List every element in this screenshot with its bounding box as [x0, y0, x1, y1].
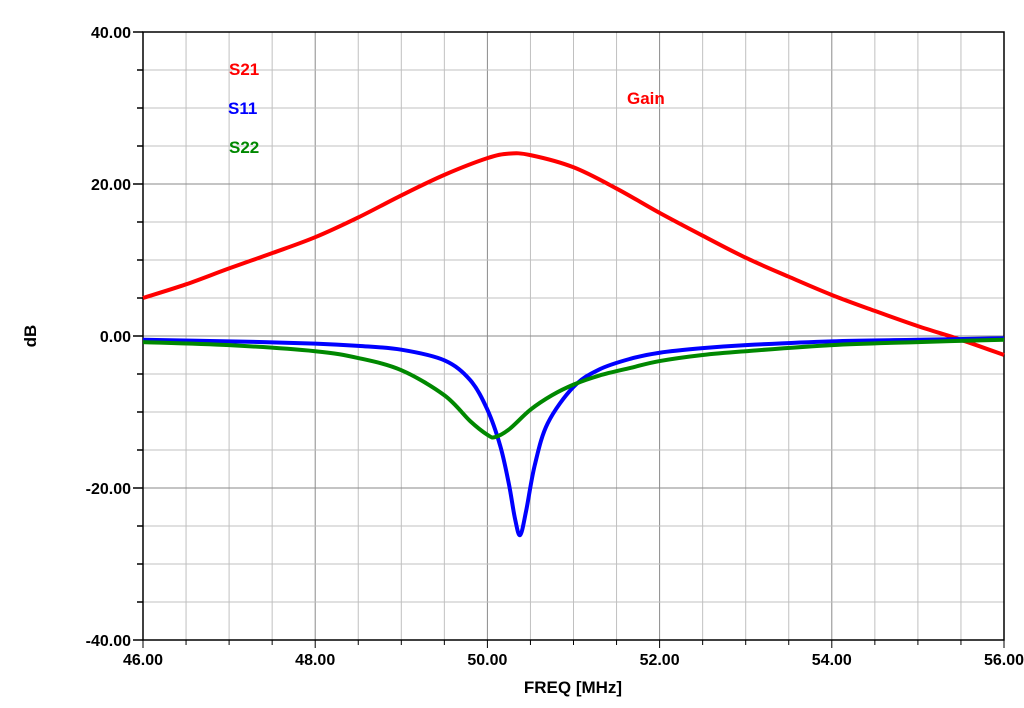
x-tick-label: 48.00	[295, 652, 335, 669]
x-tick-label: 56.00	[984, 652, 1024, 669]
legend-s11: S11	[228, 99, 257, 118]
x-tick-label: 46.00	[123, 652, 163, 669]
y-tick-label: 40.00	[91, 25, 131, 42]
series-line-s21	[142, 151, 1005, 357]
axes	[133, 31, 1005, 648]
y-tick-label: -40.00	[86, 633, 131, 650]
series-line-s11	[142, 336, 1005, 538]
x-tick-label: 50.00	[467, 652, 507, 669]
y-tick-label: 0.00	[100, 329, 131, 346]
series-line-s22	[142, 337, 1005, 440]
x-axis-label: FREQ [MHz]	[524, 678, 622, 697]
gain-annotation: Gain	[627, 89, 665, 108]
y-tick-label: 20.00	[91, 177, 131, 194]
legend-s21: S21	[229, 60, 259, 79]
series-lines	[142, 151, 1005, 538]
x-tick-label: 54.00	[812, 652, 852, 669]
grid	[142, 31, 1005, 641]
plot-frame	[142, 31, 1005, 641]
legend-s22: S22	[229, 138, 259, 157]
x-tick-label: 52.00	[640, 652, 680, 669]
tick-labels: 46.00 48.00 50.00 52.00 54.00 56.00 40.00 20.00…	[86, 25, 1024, 669]
y-tick-label: -20.00	[86, 481, 131, 498]
y-axis-label: dB	[21, 325, 40, 348]
